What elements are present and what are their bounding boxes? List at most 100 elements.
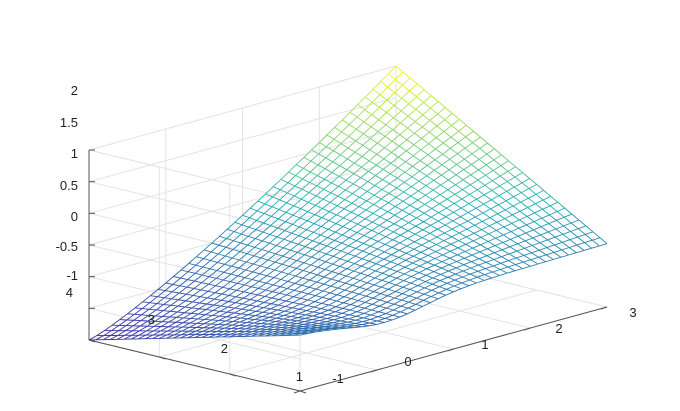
mesh-line bbox=[496, 226, 505, 231]
mesh-line bbox=[506, 190, 514, 198]
mesh-line bbox=[500, 260, 509, 264]
mesh-line bbox=[325, 261, 333, 265]
mesh-line bbox=[507, 166, 516, 172]
mesh-line bbox=[557, 201, 566, 209]
mesh-line bbox=[200, 290, 209, 298]
mesh-line bbox=[180, 271, 189, 279]
mesh-line bbox=[400, 110, 409, 117]
mesh-line bbox=[491, 190, 500, 196]
mesh-line bbox=[275, 324, 283, 326]
mesh-line bbox=[345, 173, 355, 181]
mesh-line bbox=[454, 279, 462, 284]
mesh-line bbox=[365, 209, 374, 214]
mesh-line bbox=[419, 261, 428, 267]
mesh-line bbox=[400, 234, 408, 239]
mesh-line bbox=[309, 175, 318, 183]
mesh-line bbox=[223, 327, 232, 332]
mesh-line bbox=[324, 161, 334, 170]
mesh-line bbox=[366, 185, 376, 192]
mesh-line bbox=[141, 302, 151, 309]
mesh-line bbox=[262, 316, 270, 318]
mesh-line bbox=[285, 305, 293, 309]
mesh-line bbox=[207, 285, 216, 292]
mesh-line bbox=[407, 115, 416, 122]
mesh-line bbox=[372, 212, 381, 218]
mesh-line bbox=[412, 258, 421, 264]
mesh-line bbox=[262, 231, 271, 235]
mesh-line bbox=[442, 254, 450, 259]
mesh-line bbox=[365, 297, 374, 303]
mesh-line bbox=[356, 232, 365, 236]
mesh-line bbox=[404, 262, 413, 268]
mesh-line bbox=[484, 271, 493, 276]
mesh-line bbox=[350, 206, 360, 213]
mesh-line bbox=[214, 293, 223, 300]
mesh-line bbox=[324, 268, 333, 273]
mesh-line bbox=[263, 303, 272, 309]
mesh-line bbox=[251, 286, 259, 289]
mesh-line bbox=[421, 126, 430, 133]
mesh-line bbox=[382, 179, 390, 185]
mesh-line bbox=[455, 184, 463, 190]
mesh-line bbox=[431, 289, 439, 294]
mesh-line bbox=[335, 311, 343, 314]
mesh-line bbox=[255, 231, 264, 239]
mesh-line bbox=[338, 179, 347, 187]
mesh-line bbox=[349, 232, 358, 239]
mesh-line bbox=[231, 265, 239, 269]
mesh-line bbox=[522, 265, 531, 269]
mesh-line bbox=[406, 245, 415, 250]
mesh-line bbox=[299, 299, 308, 305]
mesh-line bbox=[394, 92, 403, 99]
mesh-line bbox=[286, 283, 296, 289]
mesh-line bbox=[391, 134, 401, 142]
mesh-line bbox=[538, 249, 547, 256]
z-tick-label: 0.5 bbox=[60, 178, 78, 193]
mesh-line bbox=[433, 267, 442, 273]
mesh-line bbox=[423, 296, 432, 301]
mesh-line bbox=[434, 169, 442, 176]
mesh-line bbox=[430, 101, 439, 109]
mesh-line bbox=[271, 206, 280, 210]
mesh-line bbox=[304, 254, 312, 258]
mesh-line bbox=[334, 119, 343, 128]
mesh-line bbox=[354, 325, 362, 328]
mesh-line bbox=[487, 245, 496, 250]
mesh-line bbox=[306, 214, 316, 222]
mesh-line bbox=[351, 196, 360, 204]
tick-marks bbox=[88, 149, 608, 394]
mesh-line bbox=[435, 247, 444, 253]
mesh-line bbox=[400, 307, 409, 313]
mesh-line bbox=[436, 119, 445, 127]
mesh-line bbox=[483, 199, 492, 205]
mesh-line bbox=[288, 268, 297, 275]
grid-line bbox=[88, 307, 301, 360]
mesh-line bbox=[467, 212, 476, 218]
mesh-line bbox=[390, 261, 399, 265]
mesh-line bbox=[505, 209, 513, 216]
mesh-line bbox=[521, 178, 530, 184]
mesh-line bbox=[360, 171, 369, 178]
mesh-line bbox=[508, 250, 517, 255]
mesh-line bbox=[380, 207, 388, 213]
mesh-line bbox=[443, 125, 452, 132]
mesh-line bbox=[347, 255, 356, 262]
mesh-line bbox=[363, 230, 372, 236]
mesh-line bbox=[527, 207, 535, 214]
mesh-line bbox=[311, 320, 320, 323]
mesh-line bbox=[250, 292, 258, 296]
mesh-line bbox=[288, 171, 296, 176]
mesh-line bbox=[280, 189, 288, 194]
mesh-line bbox=[377, 142, 385, 149]
mesh-line bbox=[356, 109, 366, 118]
mesh-line bbox=[407, 225, 417, 232]
mesh-line bbox=[466, 124, 474, 132]
mesh-line bbox=[359, 282, 368, 288]
mesh-line bbox=[333, 242, 342, 249]
mesh-line bbox=[324, 325, 333, 328]
mesh-line bbox=[554, 236, 563, 243]
mesh-line bbox=[464, 147, 473, 155]
mesh-line bbox=[241, 309, 250, 315]
mesh-line bbox=[423, 216, 432, 223]
mesh-line bbox=[407, 230, 416, 235]
